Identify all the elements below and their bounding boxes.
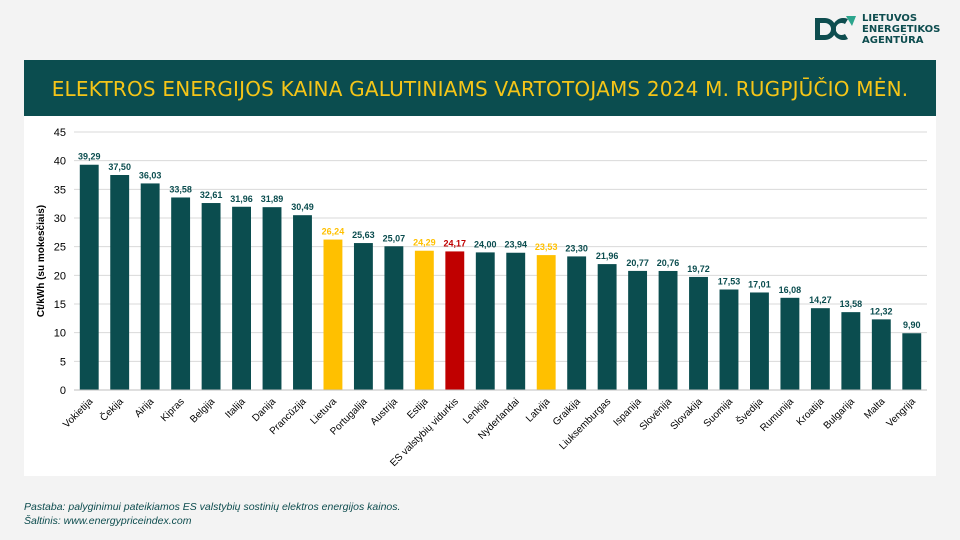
bar <box>384 246 404 390</box>
data-label: 20,76 <box>657 258 680 268</box>
data-label: 13,58 <box>840 299 863 309</box>
bar <box>597 264 617 390</box>
data-label: 21,96 <box>596 251 619 261</box>
bar <box>871 319 891 390</box>
x-tick-label: Italija <box>223 396 248 421</box>
y-tick-label: 5 <box>60 356 66 368</box>
bar <box>445 251 465 390</box>
x-tick-label: Kipras <box>159 396 187 424</box>
footer: Pastaba: palyginimui pateikiamos ES vals… <box>24 500 400 528</box>
bar <box>628 270 648 390</box>
bar <box>201 203 221 390</box>
x-tick-label: Belgija <box>188 396 217 425</box>
y-tick-label: 15 <box>54 299 66 311</box>
bar <box>506 252 526 390</box>
x-tick-label: Slovakija <box>669 396 705 432</box>
y-tick-label: 10 <box>54 328 66 340</box>
data-label: 26,24 <box>322 227 345 237</box>
data-label: 24,00 <box>474 239 497 249</box>
data-label: 14,27 <box>809 295 832 305</box>
data-label: 23,30 <box>565 243 588 253</box>
data-label: 32,61 <box>200 190 223 200</box>
bar <box>414 250 434 390</box>
bar-chart: 0 5 10 15 20 25 30 35 40 45 Ct/kWh (su mokesčiais)… <box>36 127 927 469</box>
x-tick-label: Slovėnija <box>638 396 675 433</box>
y-axis-label: Ct/kWh (su mokesčiais) <box>36 205 47 317</box>
y-tick-label: 25 <box>54 242 66 254</box>
agency-logo-icon <box>815 16 856 40</box>
bar <box>353 243 373 390</box>
x-tick-label: Suomija <box>702 396 736 430</box>
bar <box>475 252 495 390</box>
data-label: 36,03 <box>139 170 162 180</box>
bar <box>262 207 282 390</box>
data-label: 31,89 <box>261 194 284 204</box>
data-label: 17,53 <box>718 276 741 286</box>
source-note: Šaltinis: www.energypriceindex.com <box>24 515 192 527</box>
x-tick-label: Bulgarija <box>822 396 858 432</box>
bar <box>750 292 769 390</box>
x-tick-label: Čekija <box>97 395 126 424</box>
bar <box>171 197 191 390</box>
bar <box>567 256 587 390</box>
data-label: 23,53 <box>535 242 558 252</box>
logo: LIETUVOS ENERGETIKOS AGENTŪRA <box>812 12 952 48</box>
y-tick-label: 45 <box>54 127 66 139</box>
chart-panel: 0 5 10 15 20 25 30 35 40 45 Ct/kWh (su mokesčiais)… <box>24 116 936 476</box>
bar <box>79 164 99 390</box>
data-label: 9,90 <box>903 320 921 330</box>
x-tick-label: Vengrija <box>885 396 919 430</box>
bar <box>902 333 922 390</box>
bar <box>232 206 251 390</box>
x-tick-label: Vokietija <box>61 396 95 430</box>
data-label: 19,72 <box>687 264 710 274</box>
y-tick-label: 35 <box>54 184 66 196</box>
y-tick-label: 30 <box>54 213 66 225</box>
bar <box>719 289 739 390</box>
data-label: 24,17 <box>444 238 467 248</box>
data-label: 37,50 <box>108 162 131 172</box>
bar <box>689 276 708 390</box>
x-tick-label: Airija <box>133 396 157 420</box>
x-tick-label: Estija <box>405 396 430 421</box>
y-tick-label: 0 <box>60 385 66 397</box>
data-label: 16,08 <box>779 285 802 295</box>
data-label: 30,49 <box>291 202 314 212</box>
bar <box>658 270 678 390</box>
data-label: 23,94 <box>504 240 527 250</box>
bar <box>780 297 800 390</box>
data-label: 25,63 <box>352 230 375 240</box>
data-label: 25,07 <box>383 233 406 243</box>
data-label: 20,77 <box>626 258 649 268</box>
chart-title: ELEKTROS ENERGIJOS KAINA GALUTINIAMS VAR… <box>51 77 909 101</box>
x-tick-label: Malta <box>862 396 887 421</box>
bar <box>140 183 160 390</box>
x-tick-label: Rumunija <box>758 396 796 434</box>
x-tick-label: Latvija <box>524 396 553 425</box>
data-label: 17,01 <box>748 279 771 289</box>
bar <box>293 215 312 390</box>
data-label: 31,96 <box>230 194 253 204</box>
y-tick-label: 20 <box>54 270 66 282</box>
bar <box>110 175 130 390</box>
data-label: 39,29 <box>78 152 101 162</box>
x-tick-label: Austrija <box>369 396 401 428</box>
x-tick-label: Danija <box>250 396 278 424</box>
data-label: 33,58 <box>169 184 192 194</box>
agency-name: LIETUVOS ENERGETIKOS AGENTŪRA <box>862 13 941 46</box>
data-label: 12,32 <box>870 306 893 316</box>
bar <box>810 308 830 390</box>
y-tick-label: 40 <box>54 156 66 168</box>
bar <box>536 255 556 390</box>
data-label: 24,29 <box>413 238 436 248</box>
footnote: Pastaba: palyginimui pateikiamos ES vals… <box>24 501 401 513</box>
bar <box>841 312 861 390</box>
title-banner: ELEKTROS ENERGIJOS KAINA GALUTINIAMS VAR… <box>24 60 936 116</box>
bar <box>323 239 343 390</box>
